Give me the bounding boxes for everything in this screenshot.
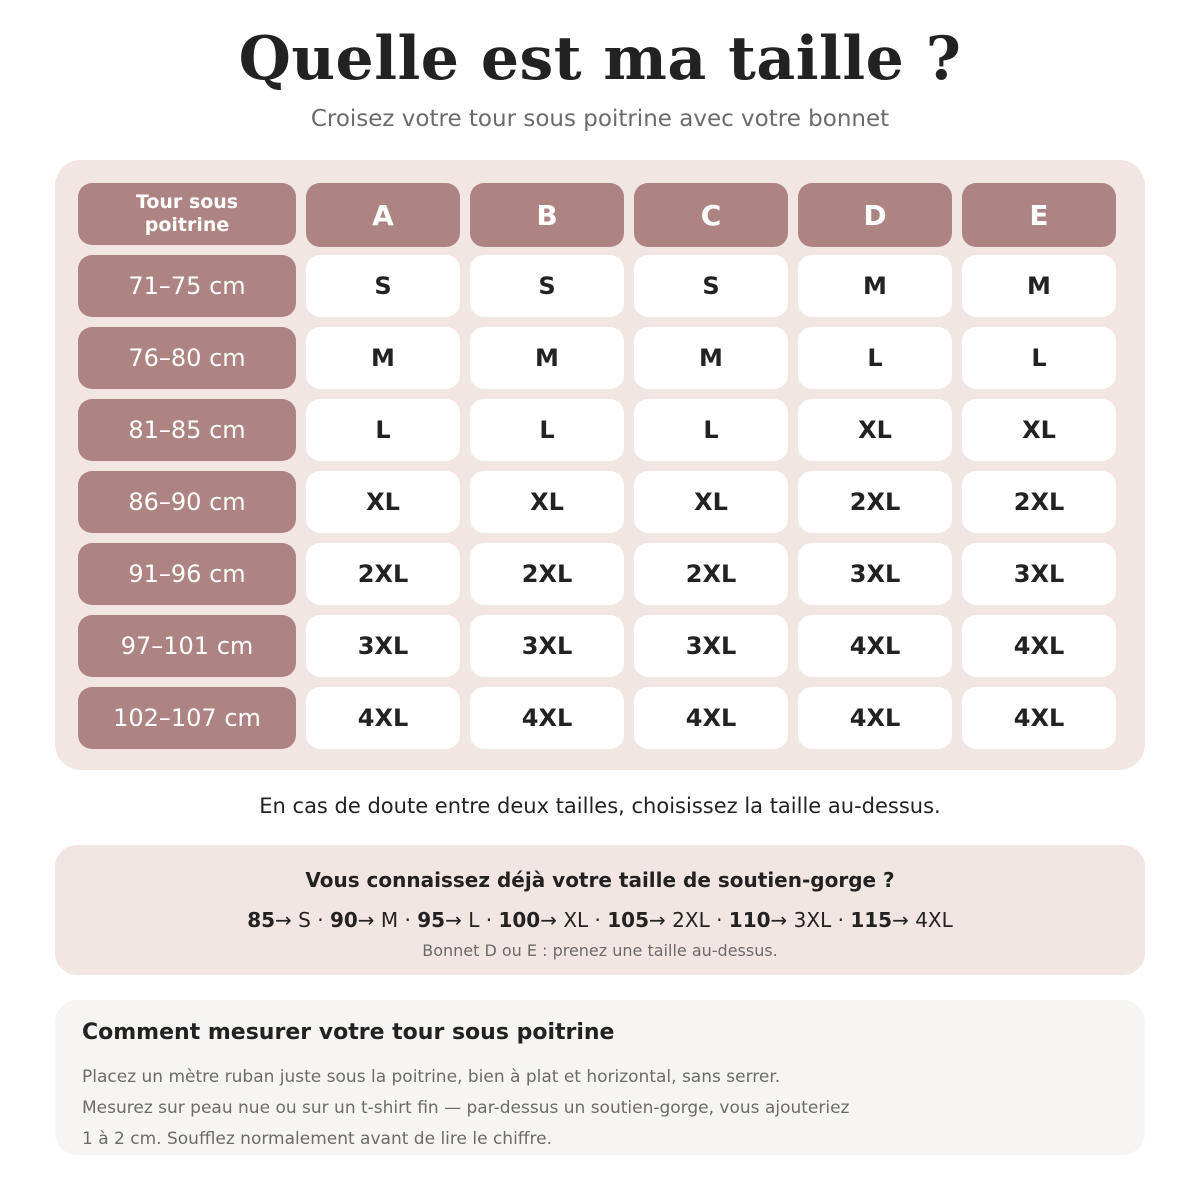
arrow-icon: → (357, 908, 375, 932)
mapping-band: 90 (329, 908, 358, 932)
size-cell: S (306, 255, 460, 317)
mapping-band: 110 (728, 908, 771, 932)
mapping-size: 4XL (915, 908, 953, 932)
size-cell: M (470, 327, 624, 389)
band-range-label: 102–107 cm (78, 687, 296, 749)
mapping-size: 3XL (793, 908, 832, 932)
size-cell: 4XL (962, 615, 1116, 677)
measure-guide-line: 1 à 2 cm. Soufflez normalement avant de … (82, 1129, 552, 1149)
size-cell: L (634, 399, 788, 461)
measure-guide-title: Comment mesurer votre tour sous poitrine (82, 1020, 615, 1045)
arrow-icon: → (540, 908, 557, 932)
mapping-size: M (380, 908, 399, 932)
size-cell: L (798, 327, 952, 389)
page-title: Quelle est ma taille ? (238, 24, 962, 94)
size-cell: XL (798, 399, 952, 461)
size-cell: M (962, 255, 1116, 317)
mapping-separator: · (310, 908, 330, 932)
measure-guide-line: Mesurez sur peau nue ou sur un t-shirt f… (82, 1098, 850, 1118)
band-range-label: 91–96 cm (78, 543, 296, 605)
size-cell: 3XL (634, 615, 788, 677)
mapping-band: 115 (850, 908, 893, 932)
size-cell: 4XL (798, 615, 952, 677)
mapping-separator: · (398, 908, 418, 932)
cup-header-d: D (798, 183, 952, 247)
size-cell: 4XL (306, 687, 460, 749)
cup-header-b: B (470, 183, 624, 247)
size-cell: 3XL (306, 615, 460, 677)
arrow-icon: → (275, 908, 292, 932)
size-cell: 4XL (470, 687, 624, 749)
measure-guide-text: Placez un mètre ruban juste sous la poit… (82, 1062, 1082, 1155)
size-cell: 3XL (470, 615, 624, 677)
mapping-separator: · (479, 908, 499, 932)
arrow-icon: → (649, 908, 666, 932)
size-cell: 2XL (962, 471, 1116, 533)
size-cell: 2XL (306, 543, 460, 605)
sizing-advice-note: En cas de doute entre deux tailles, choi… (259, 794, 941, 818)
size-cell: 4XL (962, 687, 1116, 749)
size-cell: 4XL (634, 687, 788, 749)
mapping-size: S (298, 908, 311, 932)
arrow-icon: → (445, 908, 462, 932)
size-cell: L (306, 399, 460, 461)
band-range-label: 86–90 cm (78, 471, 296, 533)
size-cell: S (470, 255, 624, 317)
size-cell: 2XL (470, 543, 624, 605)
mapping-band: 85 (247, 908, 276, 932)
size-cell: 2XL (798, 471, 952, 533)
mapping-size: XL (563, 908, 589, 932)
size-cell: L (470, 399, 624, 461)
size-cell: 2XL (634, 543, 788, 605)
band-range-label: 97–101 cm (78, 615, 296, 677)
cup-header-e: E (962, 183, 1116, 247)
mapping-size: L (468, 908, 480, 932)
size-cell: XL (306, 471, 460, 533)
band-range-label: 76–80 cm (78, 327, 296, 389)
size-cell: L (962, 327, 1116, 389)
measure-guide-line: Placez un mètre ruban juste sous la poit… (82, 1067, 781, 1087)
size-cell: XL (962, 399, 1116, 461)
measure-guide-panel: Comment mesurer votre tour sous poitrine… (55, 1000, 1145, 1155)
size-cell: M (634, 327, 788, 389)
arrow-icon: → (892, 908, 909, 932)
size-cell: S (634, 255, 788, 317)
size-cell: 3XL (962, 543, 1116, 605)
size-cell: XL (470, 471, 624, 533)
mapping-separator: · (588, 908, 608, 932)
size-cell: M (798, 255, 952, 317)
mapping-separator: · (709, 908, 729, 932)
bra-size-info-note: Bonnet D ou E : prenez une taille au-des… (422, 941, 778, 960)
cup-header-c: C (634, 183, 788, 247)
mapping-band: 100 (498, 908, 541, 932)
page-subtitle: Croisez votre tour sous poitrine avec vo… (310, 106, 890, 132)
size-chart-panel: Tour sous poitrine A B C D E 71–75 cm S S S M M 76–… (55, 160, 1145, 770)
mapping-band: 95 (417, 908, 446, 932)
size-cell: 4XL (798, 687, 952, 749)
mapping-size: 2XL (672, 908, 710, 932)
mapping-separator: · (831, 908, 851, 932)
bra-size-mapping: 85→ S · 90→ M · 95→ L · 100→ XL · 105→ 2… (55, 908, 1145, 932)
band-range-label: 81–85 cm (78, 399, 296, 461)
cup-header-a: A (306, 183, 460, 247)
arrow-icon: → (770, 908, 788, 932)
bra-size-info-title: Vous connaissez déjà votre taille de sou… (305, 868, 895, 892)
size-cell: M (306, 327, 460, 389)
mapping-band: 105 (607, 908, 650, 932)
size-cell: 3XL (798, 543, 952, 605)
band-column-header: Tour sous poitrine (78, 183, 296, 245)
size-chart-grid: Tour sous poitrine A B C D E 71–75 cm S S S M M 76–… (78, 183, 1116, 749)
size-cell: XL (634, 471, 788, 533)
band-range-label: 71–75 cm (78, 255, 296, 317)
bra-size-info-panel: Vous connaissez déjà votre taille de sou… (55, 845, 1145, 975)
